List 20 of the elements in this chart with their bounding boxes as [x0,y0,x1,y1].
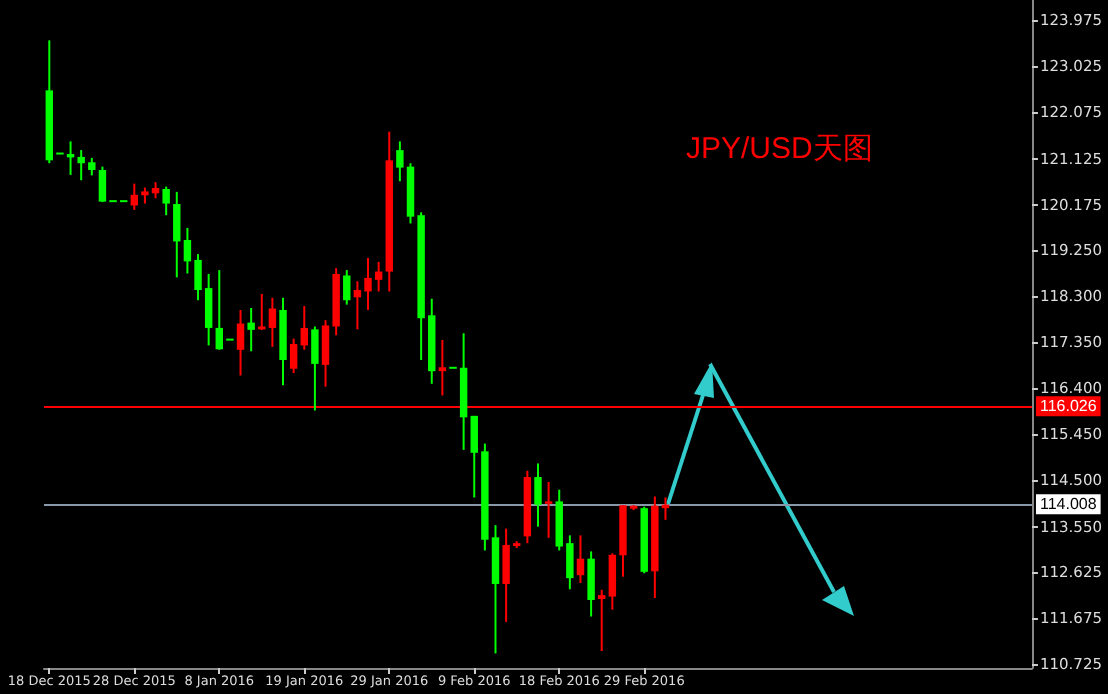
candlestick [343,269,351,306]
candlestick [268,296,277,348]
candlestick [247,307,255,353]
text: JPY/USD天图 [686,132,873,166]
candlestick [162,185,170,217]
ref-line-label: 114.008 [1039,495,1098,514]
candlestick [130,182,139,211]
candlestick [236,308,245,377]
candlestick [587,550,595,618]
candlestick [289,337,298,375]
candlestick [438,339,447,397]
candlestick [576,534,585,584]
candlestick [608,552,617,611]
candlestick [598,588,606,652]
ref-line-label: 116.026 [1039,397,1098,416]
candlestick [258,292,266,331]
candlestick [311,325,319,412]
candlestick [534,462,542,528]
candlestick [544,480,553,539]
candlestick [300,305,308,351]
